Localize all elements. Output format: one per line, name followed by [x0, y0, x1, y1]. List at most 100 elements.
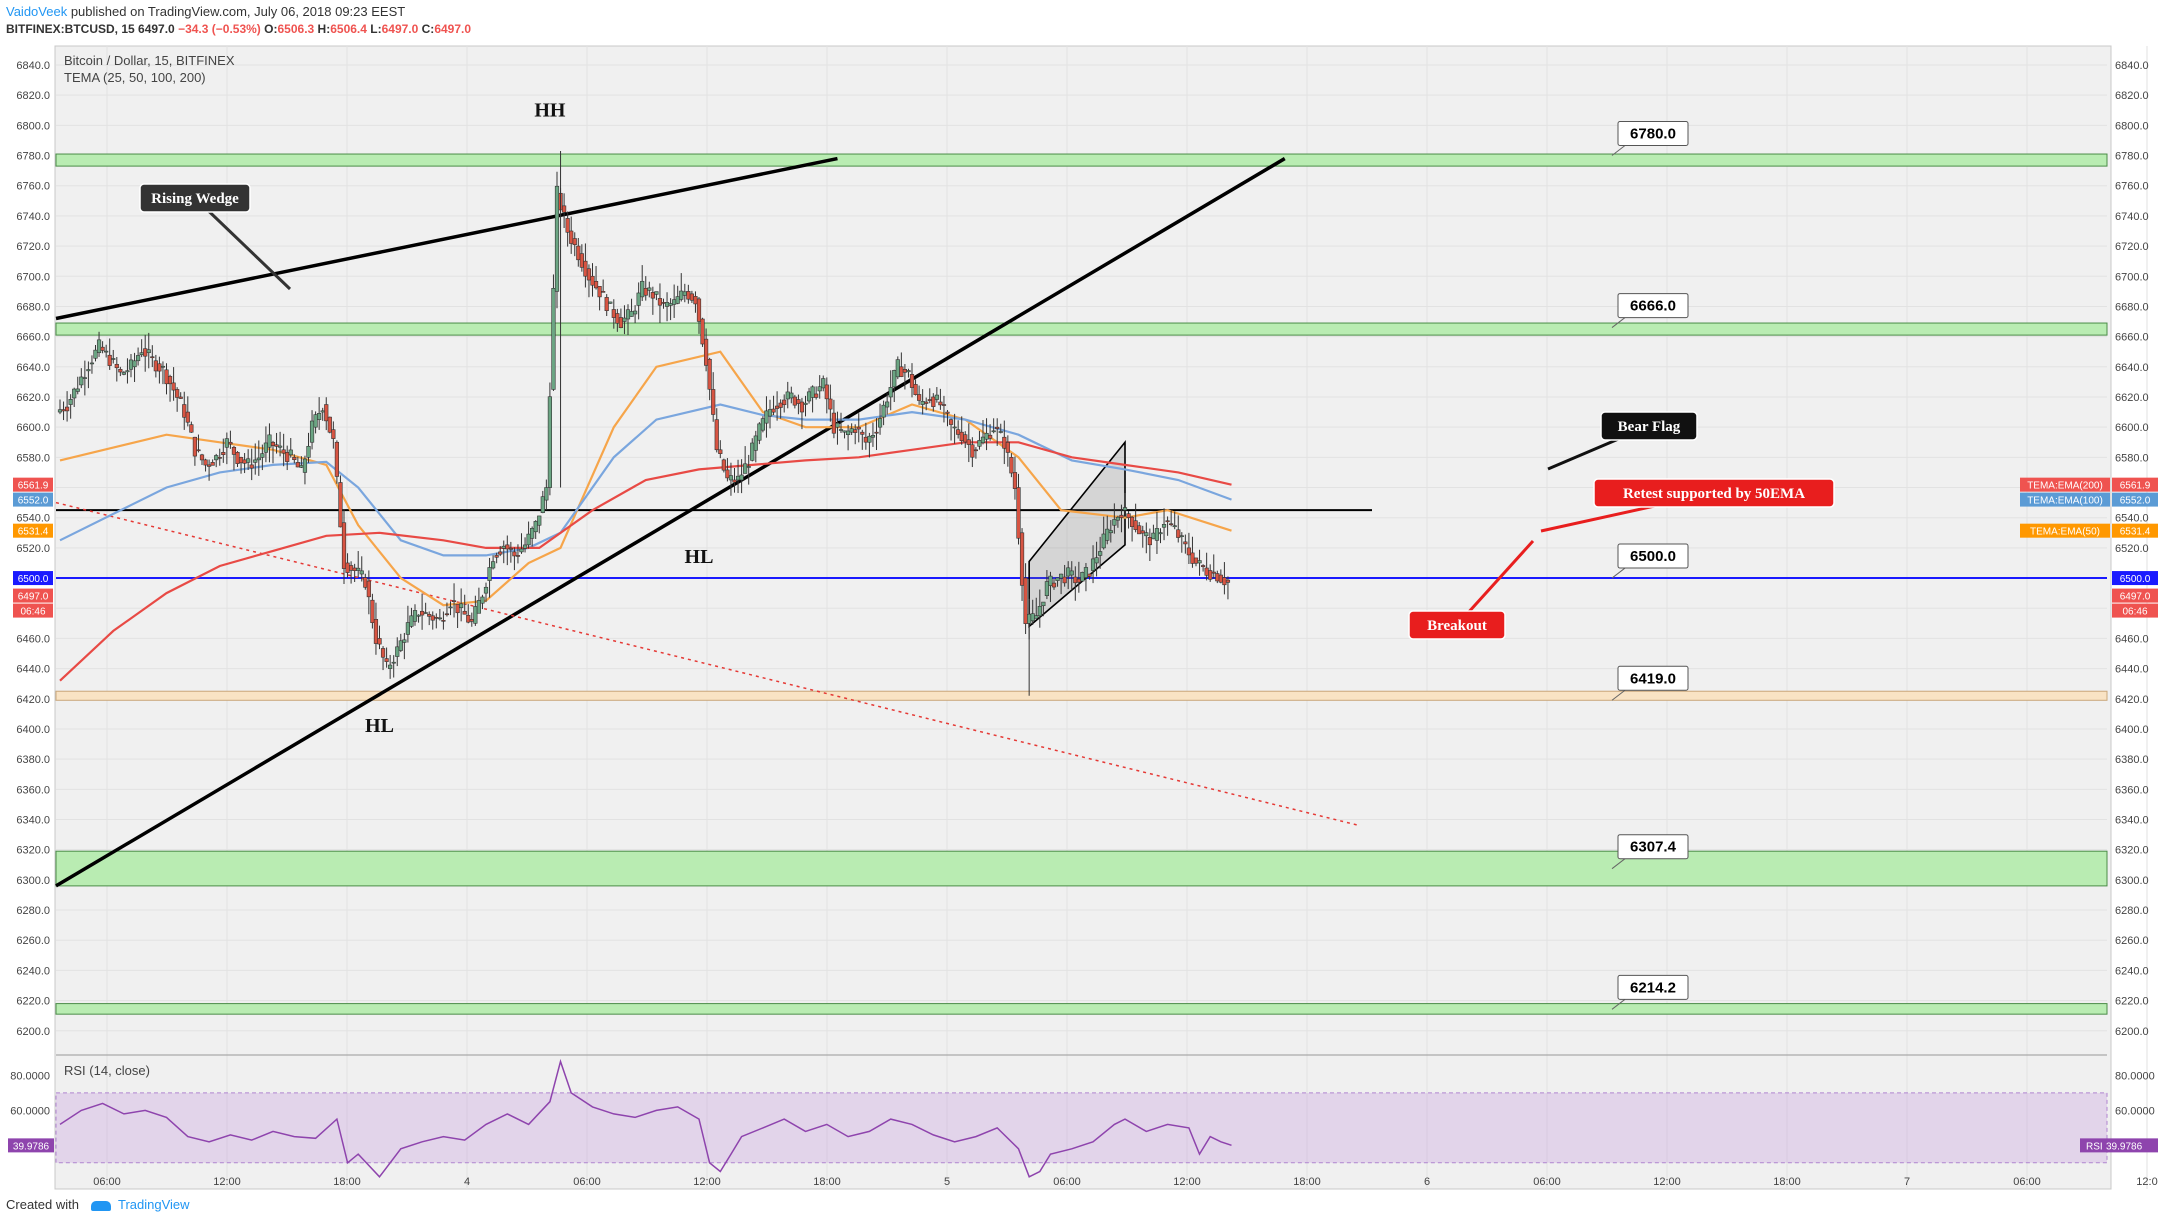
- y-tick-right: 6240.0: [2115, 965, 2149, 977]
- candle: [835, 422, 840, 428]
- y-tick-left: 6380.0: [16, 754, 50, 766]
- candle: [561, 205, 567, 213]
- candle: [157, 363, 162, 372]
- ema-tag: [2020, 492, 2110, 507]
- candle: [455, 603, 460, 614]
- x-tick: 12:00: [213, 1176, 241, 1188]
- candle: [224, 438, 229, 448]
- candle: [1208, 570, 1213, 580]
- candle: [1019, 532, 1025, 586]
- candle: [128, 359, 134, 370]
- price-tag-right: [2112, 571, 2158, 586]
- candle: [533, 521, 538, 533]
- candle: [782, 399, 787, 406]
- candle: [1105, 528, 1110, 541]
- y-tick-left: 6760.0: [16, 181, 50, 193]
- pattern-annotation: HH: [534, 99, 566, 121]
- candle: [1169, 523, 1174, 526]
- open-label: O:: [264, 22, 278, 36]
- candle: [743, 463, 748, 474]
- candle: [792, 396, 797, 406]
- candle: [920, 401, 925, 405]
- candle: [395, 646, 400, 657]
- candle: [412, 610, 418, 622]
- high-value: 6506.4: [330, 22, 367, 36]
- candle: [267, 434, 272, 448]
- symbol-text: BITFINEX:BTCUSD, 15: [6, 22, 135, 36]
- retest-callout-label: Retest supported by 50EMA: [1623, 486, 1805, 502]
- level-band: [55, 690, 2108, 701]
- x-tick: 18:00: [813, 1176, 841, 1188]
- candle: [352, 567, 357, 571]
- candle: [707, 358, 712, 390]
- rising-wedge-callout-box: [139, 183, 251, 213]
- candle: [430, 615, 435, 621]
- candle: [146, 349, 151, 354]
- x-tick: 4: [464, 1176, 470, 1188]
- candle: [1030, 613, 1035, 622]
- rsi-tick-left: 60.0000: [10, 1105, 50, 1117]
- candle: [867, 435, 872, 443]
- candle: [998, 431, 1003, 433]
- candle: [1193, 557, 1199, 564]
- candle: [469, 619, 474, 622]
- price-tag-right-value: 6561.9: [2120, 481, 2151, 492]
- candle: [107, 354, 112, 366]
- level-pointer: [1611, 998, 1626, 1010]
- footer-brand[interactable]: TradingView: [118, 1197, 190, 1212]
- rsi-current-left: [8, 1138, 54, 1153]
- y-tick-right: 6360.0: [2115, 784, 2149, 796]
- candle: [789, 392, 794, 399]
- level-label: 6666.0: [1630, 298, 1676, 315]
- candle: [327, 416, 332, 433]
- candle: [1154, 528, 1160, 541]
- y-tick-left: 6460.0: [16, 633, 50, 645]
- candle: [1044, 581, 1049, 596]
- author-link[interactable]: VaidoVeek: [6, 4, 68, 19]
- candle: [885, 401, 890, 408]
- candle: [114, 363, 119, 369]
- candle: [814, 393, 819, 398]
- footer-created-with: Created with: [6, 1197, 79, 1212]
- candle: [817, 386, 822, 392]
- support-resistance-bands: 6780.0 6666.0 6500.0 6419.0 6307.4 6214.2: [55, 121, 2108, 1015]
- candle: [398, 640, 403, 651]
- candle: [810, 386, 815, 398]
- candle: [661, 302, 666, 304]
- candle: [391, 661, 396, 664]
- candle: [118, 369, 123, 373]
- candle: [640, 280, 645, 298]
- candle: [572, 238, 577, 246]
- level-label: 6780.0: [1630, 126, 1676, 143]
- y-tick-left: 6360.0: [16, 784, 50, 796]
- candle: [444, 613, 450, 616]
- candle: [714, 419, 719, 451]
- candle: [1098, 551, 1103, 556]
- price-tag-right: [2112, 588, 2158, 603]
- candle: [540, 496, 545, 513]
- candle: [785, 391, 790, 400]
- candle: [487, 567, 492, 581]
- candle: [82, 377, 87, 379]
- candle: [182, 404, 187, 418]
- pattern-annotation: HL: [365, 715, 394, 737]
- candle: [874, 431, 879, 434]
- candle: [270, 441, 276, 446]
- ema-tag: [2020, 477, 2110, 492]
- rising-wedge-callout-pointer: [193, 196, 292, 291]
- candle: [348, 565, 354, 571]
- rsi-current-label: RSI: [2086, 1141, 2103, 1152]
- candle: [700, 318, 705, 345]
- candle: [111, 358, 116, 360]
- candle: [1140, 530, 1145, 534]
- ema-line: [59, 441, 1232, 682]
- candle: [735, 475, 741, 481]
- candle: [373, 619, 379, 644]
- candle: [1225, 579, 1231, 583]
- level-label-box: 6780.0: [1611, 121, 1689, 156]
- price-tag-right-value: 06:46: [2122, 607, 2147, 618]
- candle: [260, 453, 265, 458]
- candle: [96, 339, 102, 354]
- level-box: [1617, 293, 1689, 319]
